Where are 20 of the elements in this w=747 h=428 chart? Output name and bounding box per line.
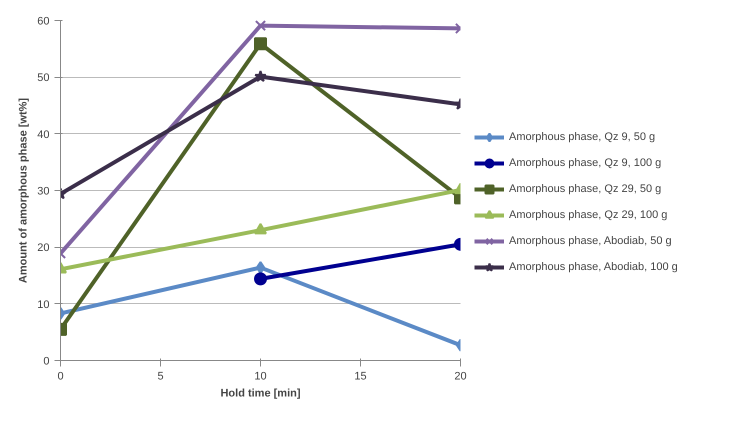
x-tick-label: 0: [57, 370, 64, 382]
x-axis-title: Hold time [min]: [220, 388, 301, 400]
legend-label: Amorphous phase, Qz 9, 50 g: [509, 130, 656, 142]
legend-label: Amorphous phase, Abodiab, 50 g: [509, 234, 672, 246]
y-tick-label: 30: [37, 186, 50, 198]
y-tick-label: 10: [37, 298, 50, 311]
y-axis-title: Amount of amorphous phase [wt%]: [17, 98, 30, 284]
legend-label: Amorphous phase, Abodiab, 100 g: [509, 260, 678, 272]
y-tick-label: 50: [37, 72, 50, 84]
x-tick-label: 5: [157, 370, 164, 382]
legend-label: Amorphous phase, Qz 9, 100 g: [509, 156, 662, 168]
x-tick-label: 15: [354, 370, 367, 382]
y-tick-label: 0: [43, 356, 50, 368]
legend-label: Amorphous phase, Qz 29, 50 g: [509, 182, 662, 194]
y-tick-label: 60: [37, 16, 50, 28]
x-tick-label: 20: [454, 370, 467, 382]
y-tick-label: 20: [37, 242, 50, 254]
legend-label: Amorphous phase, Qz 29, 100 g: [509, 208, 668, 220]
y-tick-label: 40: [37, 128, 50, 141]
x-tick-label: 10: [254, 370, 267, 382]
